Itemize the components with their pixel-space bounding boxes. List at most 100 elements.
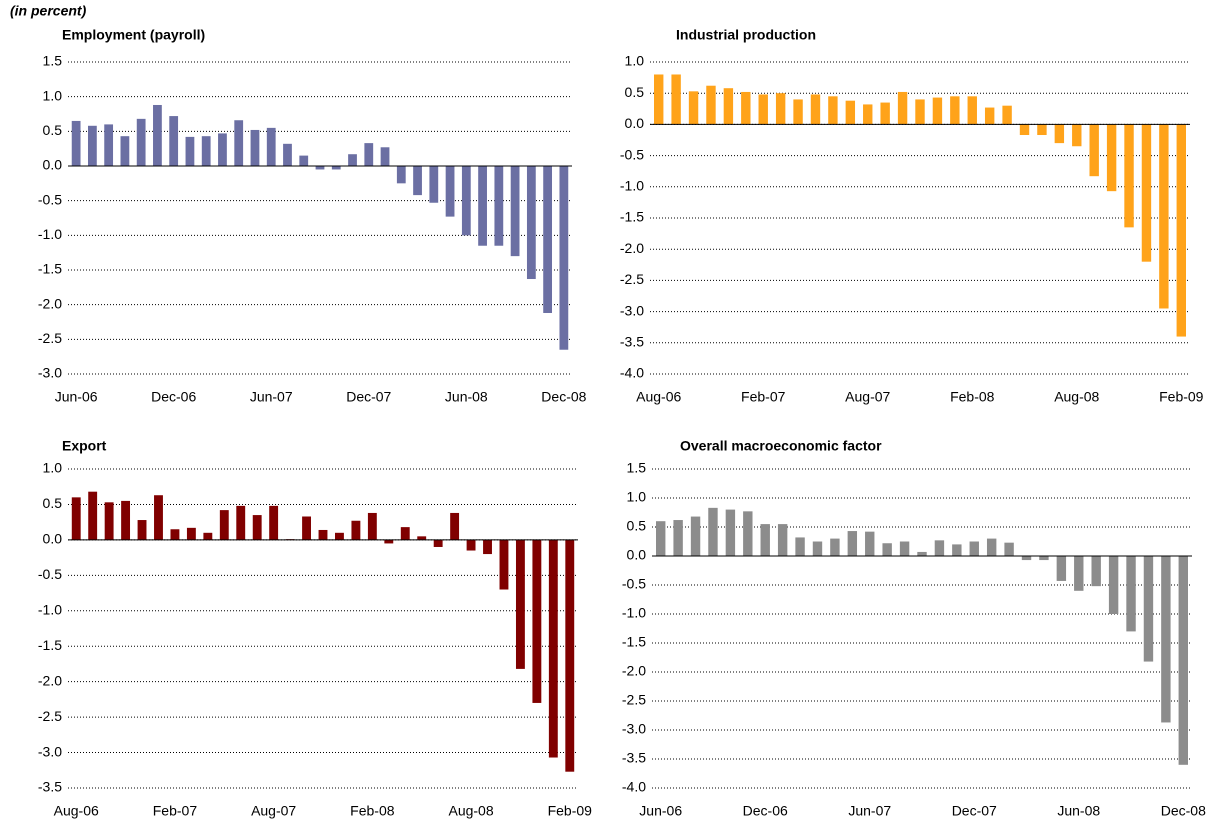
bar bbox=[445, 166, 455, 217]
y-tick-label: 1.5 bbox=[43, 53, 63, 69]
bar bbox=[380, 147, 390, 166]
bar bbox=[1054, 124, 1065, 144]
chart-title: Export bbox=[62, 438, 107, 454]
bar bbox=[299, 155, 309, 166]
bar bbox=[185, 136, 195, 166]
bar bbox=[104, 502, 114, 540]
bar bbox=[494, 166, 504, 246]
bar bbox=[331, 166, 341, 170]
bar bbox=[847, 531, 858, 556]
bar bbox=[952, 544, 962, 556]
bar bbox=[758, 94, 768, 125]
x-tick-label: Aug-08 bbox=[1054, 389, 1099, 405]
bar bbox=[830, 538, 840, 556]
bar bbox=[741, 91, 751, 125]
x-tick-label: Dec-08 bbox=[1161, 803, 1206, 819]
bar bbox=[708, 507, 718, 556]
bar bbox=[882, 543, 892, 556]
y-tick-label: 0.5 bbox=[43, 495, 63, 511]
bar bbox=[413, 166, 422, 196]
x-tick-label: Jun-07 bbox=[848, 803, 891, 819]
y-tick-label: -0.5 bbox=[620, 146, 644, 162]
bar bbox=[917, 551, 927, 556]
bar bbox=[203, 532, 213, 540]
x-tick-label: Jun-07 bbox=[250, 389, 293, 405]
bar bbox=[812, 541, 823, 556]
bar bbox=[1108, 556, 1119, 614]
bar bbox=[510, 166, 520, 257]
bar bbox=[899, 541, 910, 556]
bar bbox=[71, 120, 81, 166]
bar bbox=[950, 96, 960, 125]
bar bbox=[526, 166, 536, 280]
bar bbox=[478, 166, 487, 246]
bar bbox=[548, 539, 558, 758]
x-tick-label: Aug-06 bbox=[636, 389, 681, 405]
bar bbox=[688, 91, 699, 125]
bar bbox=[1124, 124, 1134, 228]
chart-title: Overall macroeconomic factor bbox=[680, 438, 882, 454]
y-tick-label: -2.5 bbox=[38, 708, 62, 724]
bar bbox=[654, 74, 664, 125]
bar bbox=[1089, 124, 1099, 177]
bar bbox=[266, 127, 276, 166]
y-tick-label: 1.5 bbox=[627, 460, 647, 476]
bar bbox=[559, 166, 569, 350]
y-tick-label: -1.5 bbox=[38, 261, 62, 277]
bar bbox=[1106, 124, 1117, 192]
y-tick-label: -1.0 bbox=[622, 605, 646, 621]
x-tick-label: Feb-08 bbox=[950, 389, 995, 405]
bar bbox=[1004, 542, 1014, 556]
y-tick-label: 0.0 bbox=[43, 157, 63, 173]
x-tick-label: Dec-06 bbox=[743, 803, 788, 819]
bar bbox=[934, 540, 945, 556]
bar bbox=[532, 539, 542, 703]
y-tick-label: 0.0 bbox=[625, 115, 645, 131]
x-tick-label: Dec-07 bbox=[346, 389, 391, 405]
bar bbox=[315, 166, 325, 170]
bar bbox=[234, 120, 244, 166]
bar bbox=[795, 537, 805, 556]
bar bbox=[417, 536, 427, 540]
bar bbox=[915, 99, 925, 125]
x-tick-label: Aug-08 bbox=[448, 803, 493, 819]
y-tick-label: -3.5 bbox=[38, 779, 62, 795]
bar bbox=[499, 539, 509, 590]
bar bbox=[87, 125, 97, 166]
bar bbox=[136, 118, 146, 166]
y-tick-label: -0.5 bbox=[38, 191, 62, 207]
bar bbox=[1039, 556, 1049, 561]
x-tick-label: Dec-06 bbox=[151, 389, 196, 405]
x-tick-label: Jun-08 bbox=[1057, 803, 1100, 819]
bar bbox=[364, 143, 374, 166]
bar bbox=[775, 93, 786, 125]
bar bbox=[1143, 556, 1154, 662]
y-tick-label: -2.0 bbox=[38, 295, 62, 311]
bar bbox=[1176, 124, 1186, 337]
x-tick-label: Feb-07 bbox=[741, 389, 786, 405]
y-tick-label: -1.5 bbox=[620, 209, 644, 225]
bar bbox=[969, 541, 979, 556]
bar bbox=[845, 100, 856, 125]
bar bbox=[483, 539, 492, 555]
bar bbox=[137, 520, 147, 540]
bar bbox=[1056, 556, 1067, 581]
bar bbox=[218, 133, 227, 166]
y-tick-label: -2.0 bbox=[38, 672, 62, 688]
bar bbox=[219, 510, 229, 540]
bar bbox=[967, 96, 977, 125]
y-tick-label: 1.0 bbox=[627, 489, 647, 505]
x-tick-label: Jun-06 bbox=[55, 389, 98, 405]
y-tick-label: 1.0 bbox=[43, 460, 63, 476]
bar bbox=[400, 527, 410, 540]
y-tick-label: -3.0 bbox=[620, 302, 644, 318]
bar bbox=[725, 509, 736, 556]
x-tick-label: Aug-07 bbox=[845, 389, 890, 405]
bar bbox=[743, 511, 753, 556]
bar bbox=[396, 166, 406, 184]
y-tick-label: -2.5 bbox=[620, 271, 644, 287]
bar bbox=[169, 116, 179, 166]
bar bbox=[1072, 124, 1082, 147]
y-tick-label: -2.5 bbox=[622, 692, 646, 708]
x-tick-label: Dec-08 bbox=[541, 389, 586, 405]
